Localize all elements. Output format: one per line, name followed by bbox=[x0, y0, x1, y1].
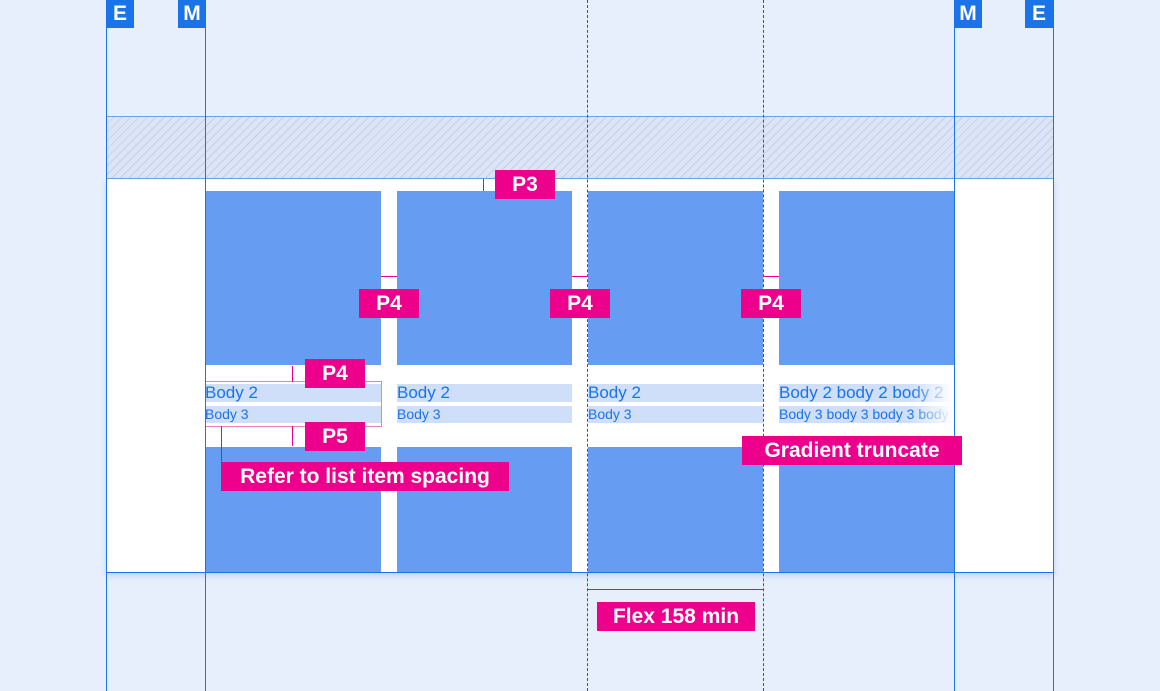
edge-line bbox=[1053, 0, 1054, 691]
image-tile bbox=[779, 447, 954, 572]
tile-body2: Body 2 bbox=[588, 384, 763, 402]
p5-measure-line bbox=[292, 426, 293, 446]
image-tile bbox=[588, 447, 763, 572]
flex-guide-line bbox=[763, 0, 764, 691]
tile-body3: Body 3 bbox=[205, 406, 381, 423]
p4-label: P4 bbox=[359, 289, 419, 318]
flex-measure-line bbox=[588, 589, 763, 590]
image-tile bbox=[397, 191, 572, 365]
p4-label: P4 bbox=[741, 289, 801, 318]
margin-badge: M bbox=[178, 0, 206, 28]
p5-label: P5 bbox=[305, 422, 365, 451]
p4-label: P4 bbox=[305, 359, 365, 388]
edge-line bbox=[106, 0, 107, 691]
image-tile bbox=[588, 191, 763, 365]
image-tile bbox=[205, 191, 381, 365]
app-bar-region bbox=[106, 116, 1054, 179]
edge-badge: E bbox=[1025, 0, 1053, 28]
flex-guide-line bbox=[587, 0, 588, 691]
image-tile bbox=[779, 191, 954, 365]
tile-body2-truncated: Body 2 body 2 body 2 bbox=[779, 384, 954, 402]
leader-line bbox=[221, 426, 222, 462]
list-spacing-label: Refer to list item spacing bbox=[221, 462, 509, 491]
gradient-truncate-label: Gradient truncate bbox=[742, 436, 962, 465]
p4-label: P4 bbox=[550, 289, 610, 318]
tile-body3: Body 3 bbox=[397, 406, 572, 423]
margin-line bbox=[954, 0, 955, 691]
p4-measure-line bbox=[763, 276, 779, 277]
margin-line bbox=[205, 0, 206, 691]
margin-badge: M bbox=[954, 0, 982, 28]
p4-measure-line bbox=[572, 276, 588, 277]
flex-min-label: Flex 158 min bbox=[597, 602, 755, 631]
p3-measure-line bbox=[483, 179, 484, 191]
p3-label: P3 bbox=[495, 170, 555, 199]
tile-body3: Body 3 bbox=[588, 406, 763, 423]
p4-measure-line bbox=[292, 366, 293, 382]
tile-body2: Body 2 bbox=[205, 384, 381, 402]
tile-body2: Body 2 bbox=[397, 384, 572, 402]
tile-body3-truncated: Body 3 body 3 body 3 body 3 bbox=[779, 406, 954, 423]
p4-measure-line bbox=[381, 276, 397, 277]
edge-badge: E bbox=[106, 0, 134, 28]
